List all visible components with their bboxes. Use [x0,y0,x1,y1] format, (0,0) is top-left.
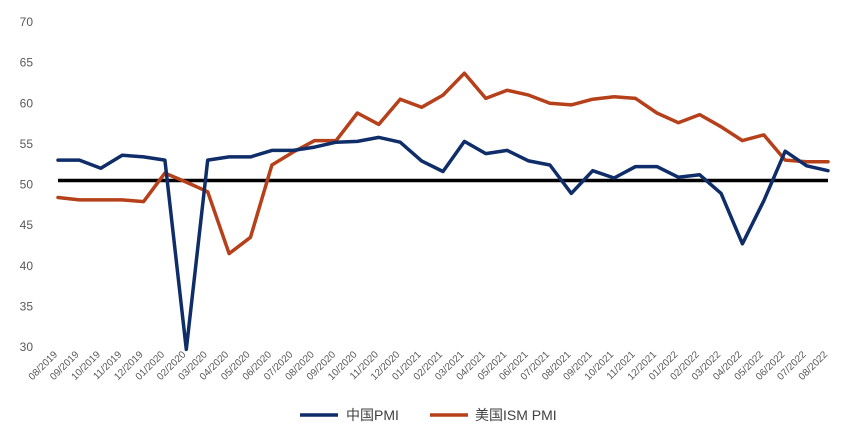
y-tick-label: 45 [20,218,34,232]
legend-label: 中国PMI [346,407,399,423]
y-tick-label: 30 [20,340,34,354]
legend: 中国PMI 美国ISM PMI [300,407,557,423]
legend-label: 美国ISM PMI [475,407,557,423]
series-group [56,71,830,352]
y-tick-label: 50 [20,178,34,192]
x-axis: 08/201909/201910/201911/201912/201901/20… [27,349,831,383]
y-axis: 30 35 40 45 50 55 60 65 70 [20,15,34,354]
y-tick-label: 40 [20,259,34,273]
y-tick-label: 35 [20,299,34,313]
y-tick-label: 70 [20,15,34,29]
y-tick-label: 60 [20,96,34,110]
series-line-us-ism-pmi [56,71,830,256]
y-tick-label: 55 [20,137,34,151]
series-line-china-pmi [56,135,830,352]
y-tick-label: 65 [20,56,34,70]
